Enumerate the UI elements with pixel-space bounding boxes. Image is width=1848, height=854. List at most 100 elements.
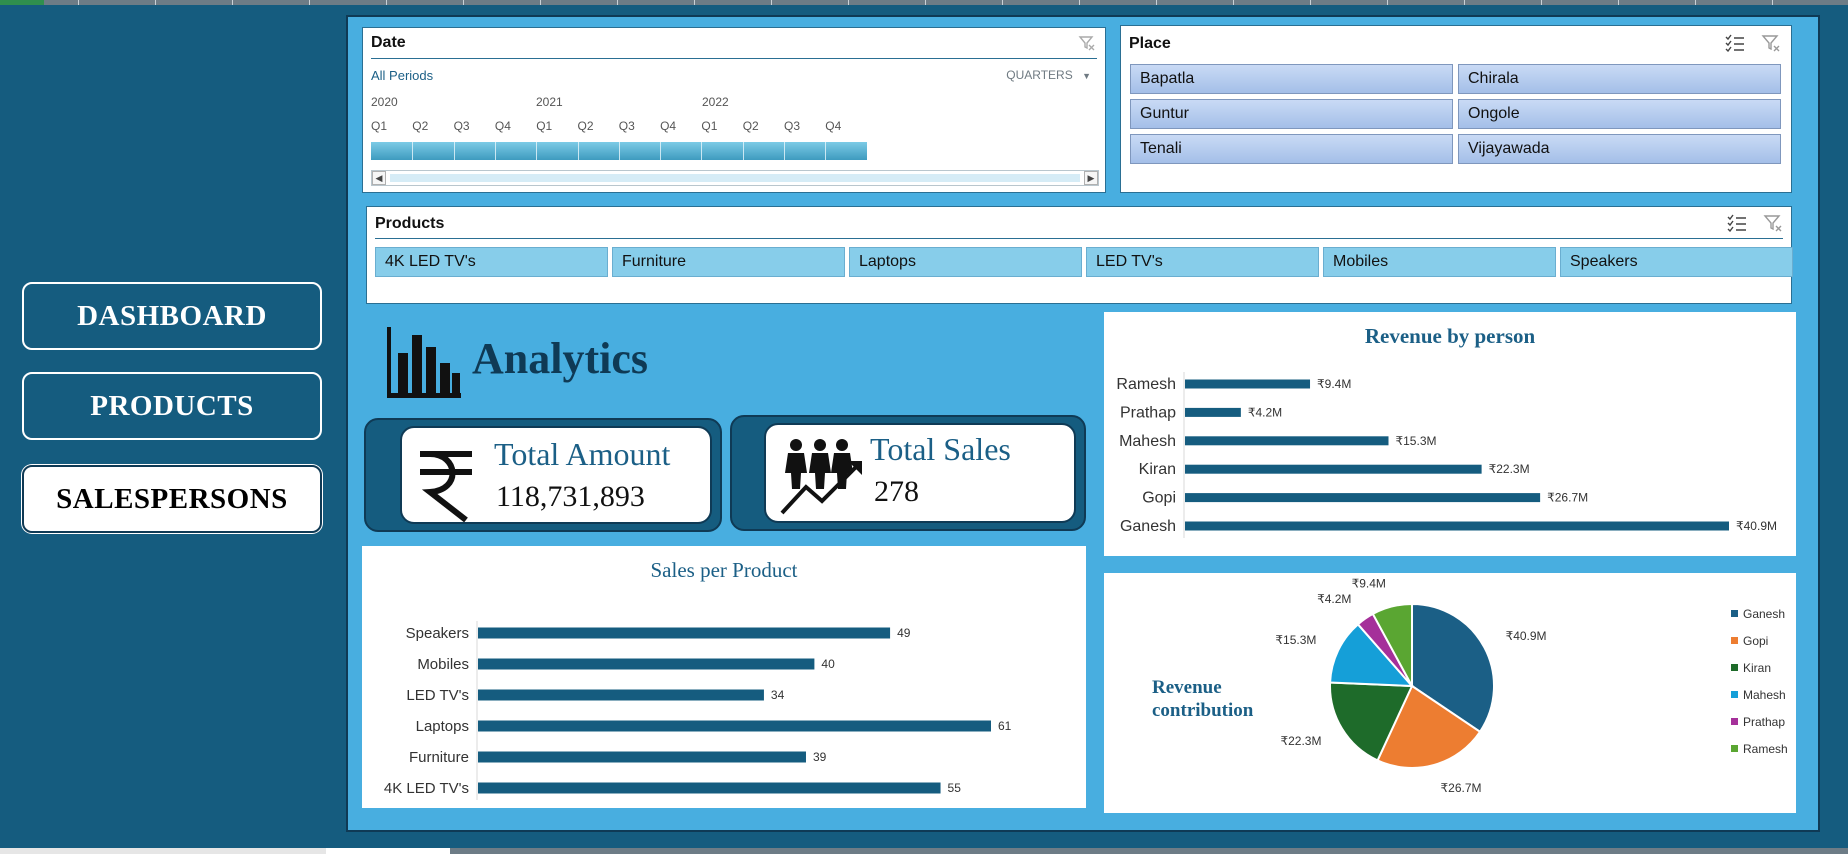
- revenue-contribution-plot: ₹40.9M ₹26.7M ₹22.3M ₹15.3M ₹4.2M₹9.4M Ganesh…: [1275, 576, 1788, 795]
- quarter-label[interactable]: Q4: [660, 119, 677, 133]
- data-label: ₹40.9M: [1736, 519, 1777, 533]
- quarter-label[interactable]: Q2: [742, 119, 759, 133]
- analytics-title: Analytics: [472, 334, 648, 383]
- product-item[interactable]: Speakers: [1560, 247, 1793, 277]
- total-sales-inner: Total Sales 278: [764, 423, 1076, 523]
- sheet-tab[interactable]: [0, 848, 326, 854]
- revenue-contribution-title: Revenue contribution: [1152, 677, 1254, 721]
- category-label: Furniture: [409, 749, 469, 766]
- revenue-by-person-title: Revenue by person: [1364, 324, 1536, 348]
- quarter-label[interactable]: Q1: [701, 119, 718, 133]
- analytics-header: Analytics: [384, 323, 744, 405]
- quarter-label[interactable]: Q2: [577, 119, 594, 133]
- category-label: Gopi: [1142, 490, 1176, 507]
- category-label: Speakers: [406, 625, 469, 642]
- place-item[interactable]: Bapatla: [1130, 64, 1453, 94]
- place-slicer-title: Place: [1129, 35, 1171, 52]
- bar: [478, 782, 941, 794]
- time-level-dropdown[interactable]: QUARTERS ▼: [1006, 68, 1091, 82]
- total-sales-label: Total Sales: [870, 431, 1011, 467]
- products-slicer-divider: [375, 238, 1783, 239]
- legend-label: Mahesh: [1743, 688, 1786, 702]
- quarter-label[interactable]: Q3: [453, 119, 470, 133]
- clear-filter-icon[interactable]: [1761, 212, 1785, 234]
- place-item[interactable]: Vijayawada: [1458, 134, 1781, 164]
- bar: [1185, 407, 1241, 417]
- total-sales-value: 278: [874, 475, 919, 508]
- multi-select-icon[interactable]: [1723, 32, 1747, 54]
- scroll-right-icon[interactable]: ▶: [1084, 171, 1098, 185]
- revenue-contribution-chart: Revenue contribution ₹40.9M ₹26.7M ₹22.3M ₹…: [1104, 573, 1796, 813]
- data-label: ₹4.2M: [1248, 405, 1282, 419]
- data-label: 55: [948, 781, 962, 795]
- legend-label: Ramesh: [1743, 742, 1788, 756]
- legend-swatch: [1731, 637, 1738, 644]
- slice-label: ₹9.4M: [1352, 576, 1386, 590]
- data-label: ₹22.3M: [1489, 462, 1530, 476]
- product-item[interactable]: Furniture: [612, 247, 845, 277]
- data-label: 34: [771, 688, 785, 702]
- scroll-left-icon[interactable]: ◀: [372, 171, 386, 185]
- data-label: ₹26.7M: [1547, 491, 1588, 505]
- sales-per-product-chart: Sales per Product Speakers 49 Mobiles 40 LED…: [362, 546, 1086, 808]
- year-label: 2022: [702, 95, 729, 109]
- product-item[interactable]: Mobiles: [1323, 247, 1556, 277]
- legend-label: Gopi: [1743, 634, 1768, 648]
- place-item[interactable]: Guntur: [1130, 99, 1453, 129]
- product-item[interactable]: LED TV's: [1086, 247, 1319, 277]
- bar: [1185, 493, 1541, 503]
- bar: [478, 627, 891, 639]
- place-item[interactable]: Ongole: [1458, 99, 1781, 129]
- salespersons-button[interactable]: SALESPERSONS: [22, 465, 322, 533]
- products-button[interactable]: PRODUCTS: [22, 372, 322, 440]
- total-amount-value: 118,731,893: [496, 480, 645, 513]
- category-label: Mobiles: [417, 656, 469, 673]
- bar-chart-icon: [387, 327, 461, 398]
- pie-slice: [1411, 602, 1495, 734]
- bar: [1185, 436, 1389, 446]
- legend-swatch: [1731, 610, 1738, 617]
- category-label: Laptops: [416, 718, 469, 735]
- product-item[interactable]: 4K LED TV's: [375, 247, 608, 277]
- year-label: 2020: [371, 95, 398, 109]
- products-slicer: Products 4K LED TV's Furniture Laptops LED …: [366, 206, 1793, 304]
- dashboard-button[interactable]: DASHBOARD: [22, 282, 322, 350]
- legend-swatch: [1731, 745, 1738, 752]
- legend-label: Prathap: [1743, 715, 1785, 729]
- slice-label: ₹4.2M: [1317, 592, 1351, 606]
- products-slicer-title: Products: [375, 215, 445, 232]
- bar: [478, 751, 806, 763]
- data-label: 49: [897, 626, 911, 640]
- quarter-label[interactable]: Q4: [825, 119, 842, 133]
- legend-swatch: [1731, 664, 1738, 671]
- bar: [478, 658, 815, 670]
- clear-filter-icon[interactable]: [1075, 32, 1099, 54]
- quarter-label[interactable]: Q3: [618, 119, 635, 133]
- sheet-tab-active[interactable]: [326, 848, 450, 854]
- clear-filter-icon[interactable]: [1759, 32, 1783, 54]
- sales-per-product-plot: Speakers 49 Mobiles 40 LED TV's 34 Laptops 61 Fu…: [384, 621, 1012, 800]
- category-label: Ganesh: [1120, 518, 1176, 535]
- quarter-label[interactable]: Q1: [536, 119, 553, 133]
- category-label: LED TV's: [406, 687, 469, 704]
- total-sales-card: Total Sales 278: [730, 415, 1086, 531]
- product-item[interactable]: Laptops: [849, 247, 1082, 277]
- pie-slice: [1329, 622, 1415, 688]
- legend-swatch: [1731, 718, 1738, 725]
- category-label: Kiran: [1139, 461, 1176, 478]
- chevron-down-icon: ▼: [1082, 71, 1091, 81]
- quarter-label[interactable]: Q2: [412, 119, 429, 133]
- timeline-selection-bar[interactable]: [371, 142, 867, 160]
- multi-select-icon[interactable]: [1725, 212, 1749, 234]
- quarter-label[interactable]: Q4: [494, 119, 511, 133]
- quarter-label[interactable]: Q1: [371, 119, 388, 133]
- timeline-scrollbar[interactable]: ◀ ▶: [371, 170, 1099, 186]
- place-item[interactable]: Chirala: [1458, 64, 1781, 94]
- place-item[interactable]: Tenali: [1130, 134, 1453, 164]
- scroll-track[interactable]: [390, 174, 1080, 182]
- quarter-label[interactable]: Q3: [784, 119, 801, 133]
- all-periods-label: All Periods: [371, 68, 434, 83]
- slice-label: ₹40.9M: [1506, 629, 1547, 643]
- bar: [478, 689, 764, 701]
- data-label: 39: [813, 750, 827, 764]
